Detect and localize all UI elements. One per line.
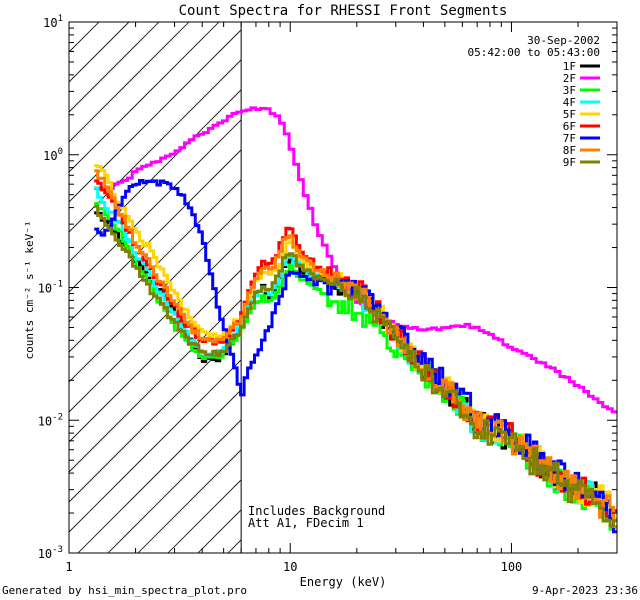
hatch-line [107,419,242,553]
legend-label-5f: 5F [563,108,576,121]
hatch-line [69,29,242,203]
legend-label-4f: 4F [563,96,576,109]
y-axis-label: counts cm⁻² s⁻¹ keV⁻¹ [23,220,36,359]
hatch-line [69,239,242,413]
hatch-line [69,179,242,353]
y-tick-label: 10-3 [38,545,63,561]
x-tick-label: 10 [283,560,297,574]
y-tick-label: 101 [43,14,63,30]
chart-title: Count Spectra for RHESSI Front Segments [179,3,508,19]
hatch-line [77,389,242,553]
hatch-line [69,149,242,323]
generator-note: Generated by hsi_min_spectra_plot.pro [2,584,247,597]
timestamp: 9-Apr-2023 23:36 [532,584,638,597]
x-tick-label: 100 [501,560,523,574]
x-axis-label: Energy (keV) [300,575,387,589]
hatch-line [69,89,242,263]
annotation-background: Includes Background [248,504,385,518]
legend-label-2f: 2F [563,72,576,85]
annotation-attenuator: Att A1, FDecim 1 [248,516,364,530]
series-layer [94,106,617,534]
axis-ticks: 1 10 100 10-3 10-2 10-1 100 101 [38,14,618,574]
hatch-line [69,22,220,173]
legend-label-1f: 1F [563,60,576,73]
hatch-line [69,22,160,113]
hatch-line [137,449,242,553]
x-tick-label: 1 [65,560,72,574]
hatch-line [69,269,242,443]
date-label: 30-Sep-2002 [527,34,600,47]
y-tick-label: 10-2 [38,412,63,428]
hatch-line [69,359,242,533]
legend-label-7f: 7F [563,132,576,145]
y-tick-label: 100 [43,147,63,163]
legend-label-3f: 3F [563,84,576,97]
legend-label-8f: 8F [563,144,576,157]
hatch-line [69,299,242,473]
y-tick-label: 10-1 [38,280,63,296]
legend-label-6f: 6F [563,120,576,133]
hatch-line [69,329,242,503]
series-9f-line [94,204,617,528]
hatch-line [69,22,190,143]
time-range-label: 05:42:00 to 05:43:00 [468,46,600,59]
hatch-line [69,59,242,233]
legend-label-9f: 9F [563,156,576,169]
